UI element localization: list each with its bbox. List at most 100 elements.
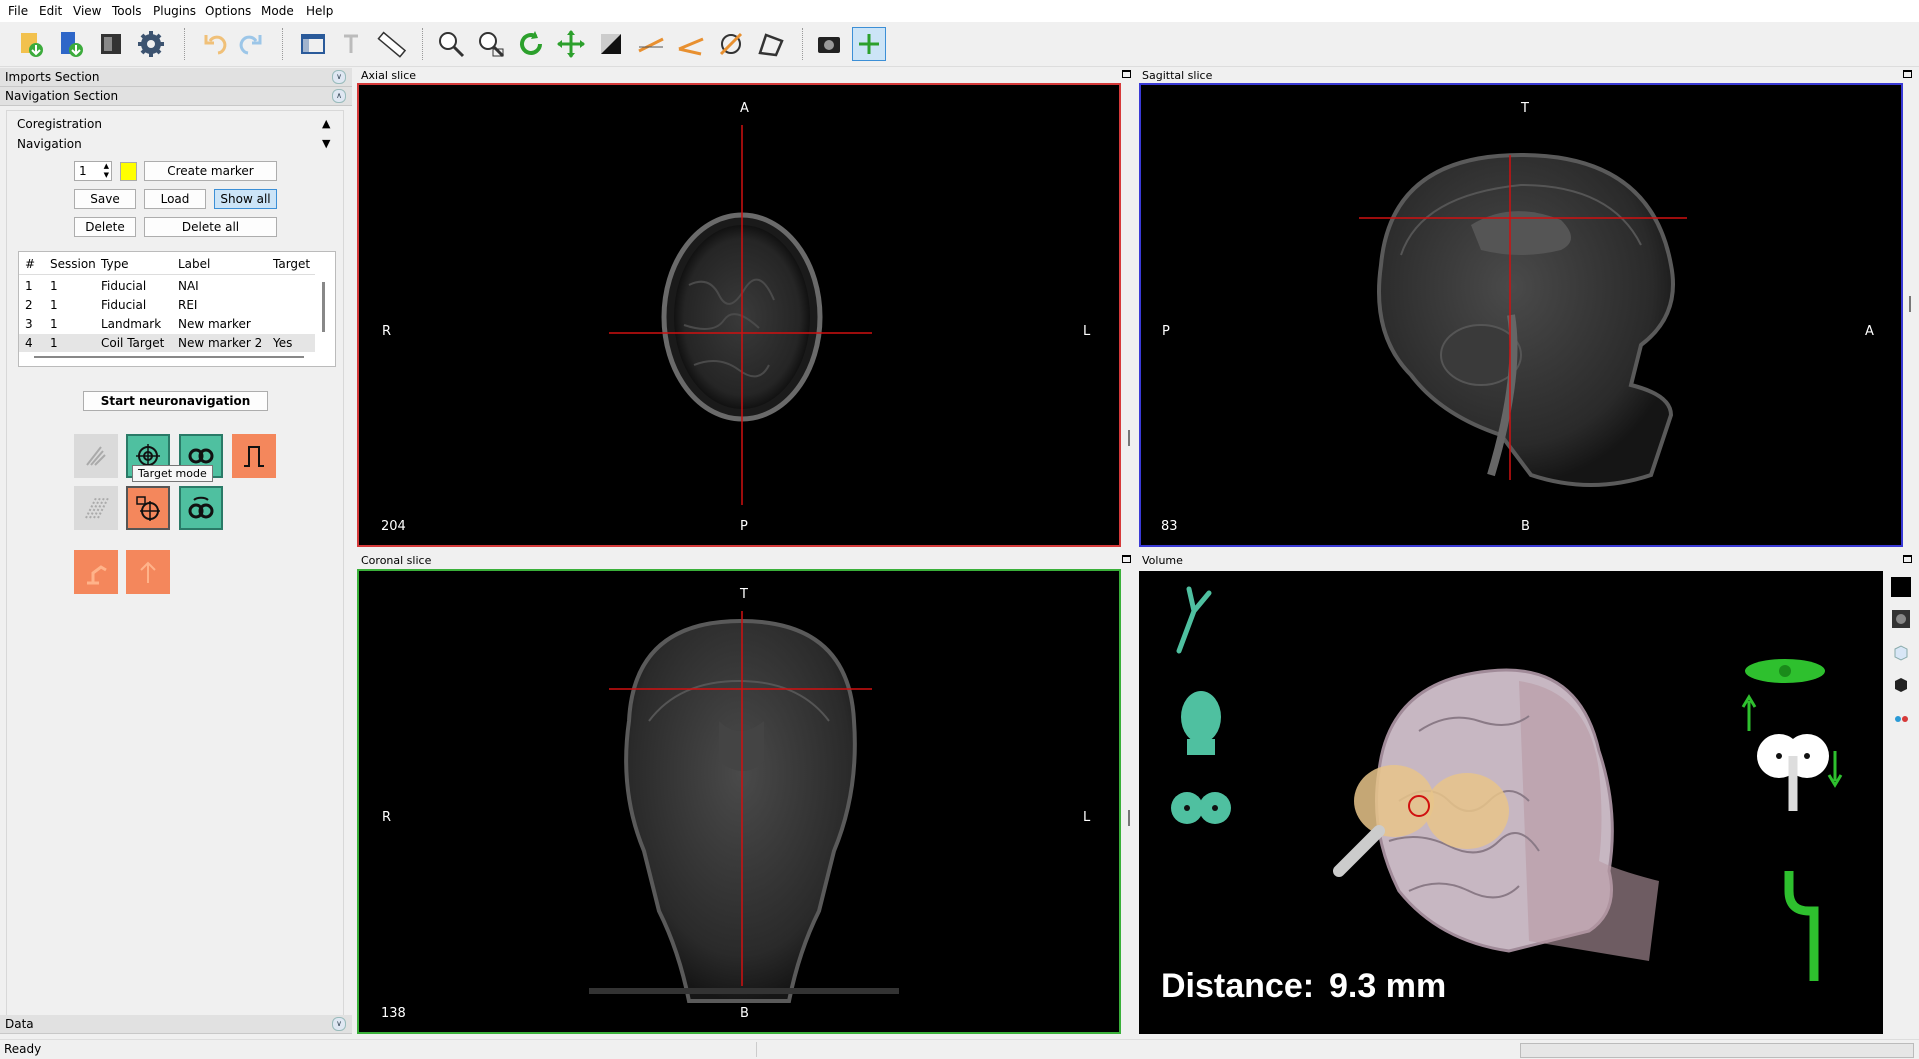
show-all-button[interactable]: Show all bbox=[214, 189, 277, 209]
col-index-header[interactable]: # bbox=[25, 257, 36, 271]
marker-table: # Session Type Label Target 1 1 Fiducial… bbox=[18, 251, 336, 367]
raycasting-icon[interactable] bbox=[1891, 609, 1911, 629]
text-icon[interactable] bbox=[334, 27, 368, 61]
polygon-measure-icon[interactable] bbox=[754, 27, 788, 61]
maximize-icon[interactable] bbox=[1122, 70, 1131, 78]
menu-help[interactable]: Help bbox=[306, 4, 334, 18]
col-session-header[interactable]: Session bbox=[50, 257, 96, 271]
menu-file[interactable]: File bbox=[8, 4, 29, 18]
import-icon[interactable] bbox=[14, 27, 48, 61]
data-section-header[interactable]: Data ∨ bbox=[0, 1015, 352, 1034]
horizontal-scrollbar[interactable] bbox=[34, 356, 304, 358]
coregistration-header[interactable]: Coregistration bbox=[17, 117, 102, 131]
slice-planes-icon[interactable] bbox=[1891, 675, 1911, 695]
robot-button[interactable] bbox=[74, 550, 118, 594]
angular-measure-icon[interactable] bbox=[674, 27, 708, 61]
collapse-icon[interactable]: ∨ bbox=[332, 70, 346, 84]
col-type-header[interactable]: Type bbox=[101, 257, 129, 271]
start-neuronavigation-button[interactable]: Start neuronavigation bbox=[83, 391, 268, 411]
undo-icon[interactable] bbox=[196, 27, 230, 61]
move-up-button[interactable] bbox=[126, 550, 170, 594]
menu-view[interactable]: View bbox=[73, 4, 102, 18]
splitter-handle[interactable] bbox=[1128, 810, 1130, 826]
menu-plugins[interactable]: Plugins bbox=[153, 4, 196, 18]
sagittal-view[interactable]: T B P A 83 bbox=[1139, 83, 1903, 547]
stereo-icon[interactable] bbox=[1891, 707, 1911, 727]
load-button[interactable]: Load bbox=[144, 189, 206, 209]
navigation-header[interactable]: Navigation bbox=[17, 137, 82, 151]
view-cube-icon[interactable] bbox=[1891, 643, 1911, 663]
collapse-up-icon[interactable]: ▲ bbox=[322, 117, 331, 130]
marker-index-spinner[interactable]: 1 ▲ ▼ bbox=[74, 161, 112, 181]
import-surface-icon[interactable] bbox=[54, 27, 88, 61]
settings-icon[interactable] bbox=[134, 27, 168, 61]
lock-target-button[interactable] bbox=[126, 486, 170, 530]
maximize-icon[interactable] bbox=[1903, 555, 1912, 563]
navigation-section-header[interactable]: Navigation Section ∧ bbox=[0, 87, 352, 106]
collapse-icon[interactable]: ∧ bbox=[332, 89, 346, 103]
show-coil-button[interactable] bbox=[179, 486, 223, 530]
vertical-scrollbar[interactable] bbox=[322, 282, 325, 332]
background-color-icon[interactable] bbox=[1891, 577, 1911, 597]
cell-index: 3 bbox=[25, 317, 33, 331]
delete-all-button[interactable]: Delete all bbox=[144, 217, 277, 237]
volume-render bbox=[1171, 586, 1843, 981]
stream-button[interactable] bbox=[74, 486, 118, 530]
zoom-in-icon[interactable] bbox=[434, 27, 468, 61]
splitter-handle[interactable] bbox=[1128, 430, 1130, 446]
coil-icon bbox=[188, 448, 214, 464]
save-button[interactable]: Save bbox=[74, 189, 136, 209]
spinner-arrows-icon[interactable]: ▲ ▼ bbox=[103, 162, 109, 179]
rotate-icon[interactable] bbox=[514, 27, 548, 61]
open-project-icon[interactable] bbox=[94, 27, 128, 61]
menu-options[interactable]: Options bbox=[205, 4, 252, 18]
trigger-button[interactable] bbox=[232, 434, 276, 478]
show-coil-icon bbox=[188, 496, 214, 519]
col-target-header[interactable]: Target bbox=[273, 257, 311, 271]
separator bbox=[184, 28, 186, 60]
lock-target-icon bbox=[136, 496, 160, 521]
delete-button[interactable]: Delete bbox=[74, 217, 136, 237]
layout-icon[interactable] bbox=[296, 27, 330, 61]
ellipse-measure-icon[interactable] bbox=[714, 27, 748, 61]
coronal-view[interactable]: T B R L 138 bbox=[357, 569, 1121, 1034]
marker-color-swatch[interactable] bbox=[120, 162, 137, 181]
col-label-header[interactable]: Label bbox=[178, 257, 211, 271]
menu-tools[interactable]: Tools bbox=[112, 4, 142, 18]
zoom-select-icon[interactable] bbox=[474, 27, 508, 61]
maximize-icon[interactable] bbox=[1903, 70, 1912, 78]
screenshot-icon[interactable] bbox=[812, 27, 846, 61]
table-row[interactable]: 3 1 Landmark New marker bbox=[19, 315, 315, 333]
axial-mri-image bbox=[609, 125, 872, 505]
status-bar: Ready bbox=[0, 1039, 1919, 1059]
redo-icon[interactable] bbox=[236, 27, 270, 61]
imports-section-header[interactable]: Imports Section ∨ bbox=[0, 68, 352, 87]
contrast-icon[interactable] bbox=[594, 27, 628, 61]
slice-number: 204 bbox=[381, 519, 406, 534]
menu-edit[interactable]: Edit bbox=[39, 4, 63, 18]
expand-icon[interactable]: ∨ bbox=[332, 1017, 346, 1031]
volume-view-title: Volume bbox=[1142, 554, 1183, 567]
cell-label: REI bbox=[178, 298, 198, 312]
maximize-icon[interactable] bbox=[1122, 555, 1131, 563]
volume-view[interactable]: Distance: 9.3 mm bbox=[1139, 571, 1883, 1034]
linear-measure-icon[interactable] bbox=[634, 27, 668, 61]
splitter-handle[interactable] bbox=[1909, 296, 1911, 312]
navigation-panel bbox=[6, 110, 344, 1024]
axial-view[interactable]: A P R L 204 bbox=[357, 83, 1121, 547]
track-object-button[interactable] bbox=[74, 434, 118, 478]
pan-icon[interactable] bbox=[554, 27, 588, 61]
table-row[interactable]: 2 1 Fiducial REI bbox=[19, 296, 315, 314]
track-object-icon bbox=[86, 446, 106, 466]
create-marker-button[interactable]: Create marker bbox=[144, 161, 277, 181]
add-icon[interactable] bbox=[852, 27, 886, 61]
volume-view-header: Volume bbox=[1139, 552, 1916, 568]
cell-label: New marker bbox=[178, 317, 251, 331]
ruler-icon[interactable] bbox=[374, 27, 408, 61]
table-row[interactable]: 4 1 Coil Target New marker 2 Yes bbox=[19, 334, 315, 352]
table-row[interactable]: 1 1 Fiducial NAI bbox=[19, 277, 315, 295]
menu-mode[interactable]: Mode bbox=[261, 4, 294, 18]
sagittal-view-header: Sagittal slice bbox=[1139, 67, 1916, 83]
status-divider bbox=[756, 1042, 757, 1057]
expand-down-icon[interactable]: ▼ bbox=[322, 137, 331, 150]
